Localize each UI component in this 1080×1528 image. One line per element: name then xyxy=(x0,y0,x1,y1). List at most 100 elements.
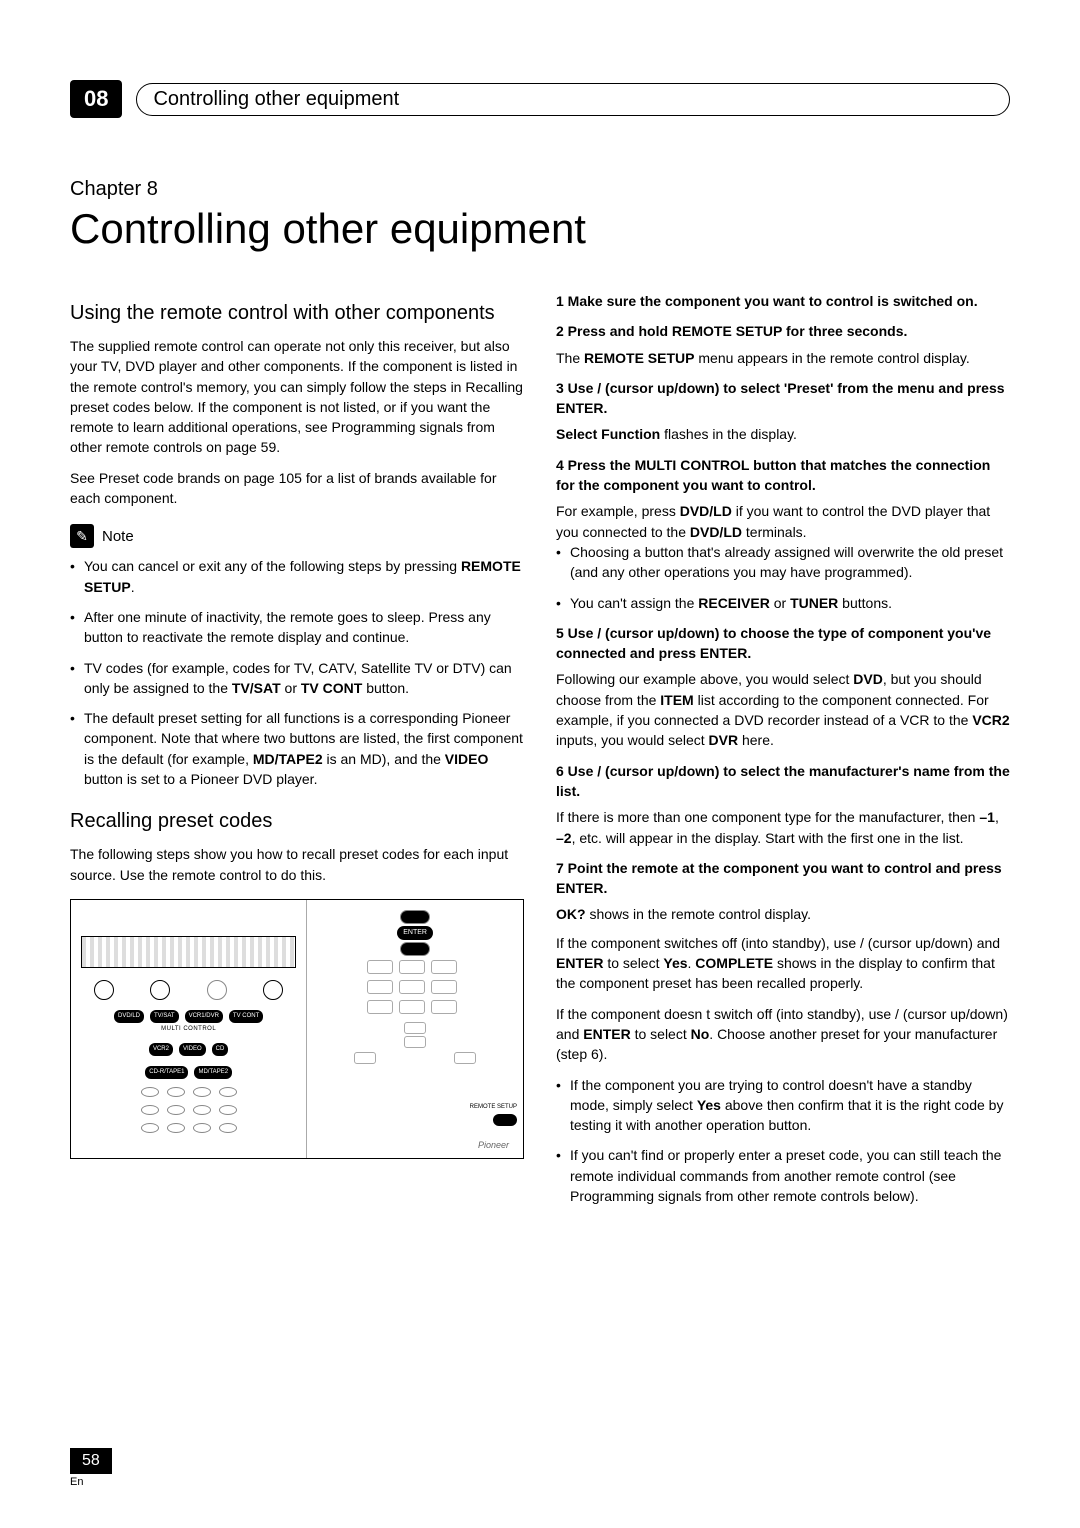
text: to select xyxy=(603,955,663,971)
text: For example, press xyxy=(556,503,680,519)
note-list: You can cancel or exit any of the follow… xyxy=(70,556,524,789)
text: below). xyxy=(870,1188,919,1204)
chapter-badge: 08 xyxy=(70,80,122,118)
grid-button-icon xyxy=(399,960,425,974)
step-heading: 7 Point the remote at the component you … xyxy=(556,860,1002,896)
text: inputs, you would select xyxy=(556,732,709,748)
text: See xyxy=(70,470,99,486)
multi-control-row-3: CD-R/TAPE1 MD/TAPE2 xyxy=(81,1066,296,1079)
cd-button: CD xyxy=(212,1043,229,1056)
text-bold: Yes xyxy=(663,955,687,971)
step-5: 5 Use / (cursor up/down) to choose the t… xyxy=(556,623,1010,664)
text: here. xyxy=(738,732,774,748)
list-item: You can cancel or exit any of the follow… xyxy=(70,556,524,597)
brand-label: Pioneer xyxy=(478,1139,509,1152)
see-brands-paragraph: See Preset code brands on page 105 for a… xyxy=(70,468,524,509)
oval-icon xyxy=(141,1087,159,1097)
page-number: 58 xyxy=(70,1448,112,1474)
text-bold: DVD xyxy=(853,671,883,687)
dvd-ld-button: DVD/LD xyxy=(114,1010,144,1023)
step-4-list: Choosing a button that's already assigne… xyxy=(556,542,1010,613)
text-bold: TUNER xyxy=(790,595,838,611)
text-bold: MD/TAPE2 xyxy=(253,751,323,767)
doesnt-switch-paragraph: If the component doesn t switch off (int… xyxy=(556,1004,1010,1065)
list-item: The default preset setting for all funct… xyxy=(70,708,524,789)
text-bold: DVD/LD xyxy=(690,524,742,540)
page-header: 08 Controlling other equipment xyxy=(70,80,1010,118)
page-footer: 58 En xyxy=(70,1448,112,1488)
text-bold: VIDEO xyxy=(445,751,489,767)
text-bold: TV CONT xyxy=(301,680,362,696)
text: or xyxy=(281,680,301,696)
text-bold: OK? xyxy=(556,906,586,922)
step-4: 4 Press the MULTI CONTROL button that ma… xyxy=(556,455,1010,496)
oval-icon xyxy=(219,1123,237,1133)
remote-control-figure: DVD/LD TV/SAT VCR1/DVR TV CONT MULTI CON… xyxy=(70,899,524,1159)
text: If you can't find or properly enter a pr… xyxy=(570,1147,1001,1183)
right-column: 1 Make sure the component you want to co… xyxy=(556,281,1010,1216)
recall-paragraph: The following steps show you how to reca… xyxy=(70,844,524,885)
grid-button-icon xyxy=(431,980,457,994)
multi-control-row-1: DVD/LD TV/SAT VCR1/DVR TV CONT xyxy=(81,1010,296,1023)
remote-display xyxy=(81,936,296,968)
step-heading: 3 Use / (cursor up/down) to select 'Pres… xyxy=(556,380,1005,416)
text: (into standby), use / (cursor up/down) a… xyxy=(737,935,1000,951)
note-label: Note xyxy=(102,526,134,548)
list-item: Choosing a button that's already assigne… xyxy=(556,542,1010,583)
text: , etc. will appear in the display. Start… xyxy=(572,830,964,846)
text: The supplied remote control can operate … xyxy=(70,338,517,395)
oval-icon xyxy=(193,1087,211,1097)
step-3-body: Select Function flashes in the display. xyxy=(556,424,1010,444)
page-title: Controlling other equipment xyxy=(70,205,1010,253)
step-heading: 1 Make sure the component you want to co… xyxy=(556,293,978,309)
text: If there is more than one component type… xyxy=(556,809,979,825)
subheading-using-remote: Using the remote control with other comp… xyxy=(70,299,524,328)
text-bold: ENTER xyxy=(556,955,603,971)
vcr2-button: VCR2 xyxy=(149,1043,173,1056)
knob-icon xyxy=(150,980,170,1000)
tv-cont-button: TV CONT xyxy=(229,1010,263,1023)
cdr-tape1-button: CD-R/TAPE1 xyxy=(145,1066,188,1079)
cursor-up-icon xyxy=(400,910,430,924)
text: menu appears in the remote control displ… xyxy=(694,350,969,366)
text: The xyxy=(556,350,584,366)
md-tape2-button: MD/TAPE2 xyxy=(194,1066,232,1079)
enter-button: ENTER xyxy=(397,926,433,940)
text: If the component switches off xyxy=(556,935,737,951)
list-item: After one minute of inactivity, the remo… xyxy=(70,607,524,648)
text-bold: ENTER xyxy=(583,1026,630,1042)
text: shows in the remote control display. xyxy=(586,906,811,922)
step-7: 7 Point the remote at the component you … xyxy=(556,858,1010,899)
oval-icon xyxy=(193,1105,211,1115)
text-bold: Select Function xyxy=(556,426,660,442)
text: is an MD), and the xyxy=(323,751,445,767)
step-4-body: For example, press DVD/LD if you want to… xyxy=(556,501,1010,542)
text-bold: COMPLETE xyxy=(695,955,773,971)
subheading-recalling: Recalling preset codes xyxy=(70,807,524,836)
ref-preset-brands: Preset code brands xyxy=(99,470,220,486)
text: If the component doesn t switch off xyxy=(556,1006,772,1022)
oval-row xyxy=(81,1087,296,1097)
step-6: 6 Use / (cursor up/down) to select the m… xyxy=(556,761,1010,802)
text: . xyxy=(131,579,135,595)
text: You can cancel or exit any of the follow… xyxy=(84,558,461,574)
step-heading: 4 Press the MULTI CONTROL button that ma… xyxy=(556,457,990,493)
text: You can't assign the xyxy=(570,595,698,611)
text-bold: –1 xyxy=(979,809,995,825)
text-bold: DVR xyxy=(709,732,739,748)
step-1: 1 Make sure the component you want to co… xyxy=(556,291,1010,311)
grid-button-icon xyxy=(431,1000,457,1014)
remote-right-panel: ENTER REMOTE SETUP Pioneer xyxy=(307,900,523,1158)
remote-left-panel: DVD/LD TV/SAT VCR1/DVR TV CONT MULTI CON… xyxy=(71,900,307,1158)
list-item: If the component you are trying to contr… xyxy=(556,1075,1010,1136)
remote-setup-button xyxy=(493,1114,517,1126)
list-item: You can't assign the RECEIVER or TUNER b… xyxy=(556,593,1010,613)
note-header: ✎ Note xyxy=(70,524,524,548)
oval-icon xyxy=(193,1123,211,1133)
final-list: If the component you are trying to contr… xyxy=(556,1075,1010,1207)
step-2: 2 Press and hold REMOTE SETUP for three … xyxy=(556,321,1010,341)
text-bold: –2 xyxy=(556,830,572,846)
text-bold: REMOTE SETUP xyxy=(584,350,694,366)
list-item: If you can't find or properly enter a pr… xyxy=(556,1145,1010,1206)
knob-icon xyxy=(94,980,114,1000)
